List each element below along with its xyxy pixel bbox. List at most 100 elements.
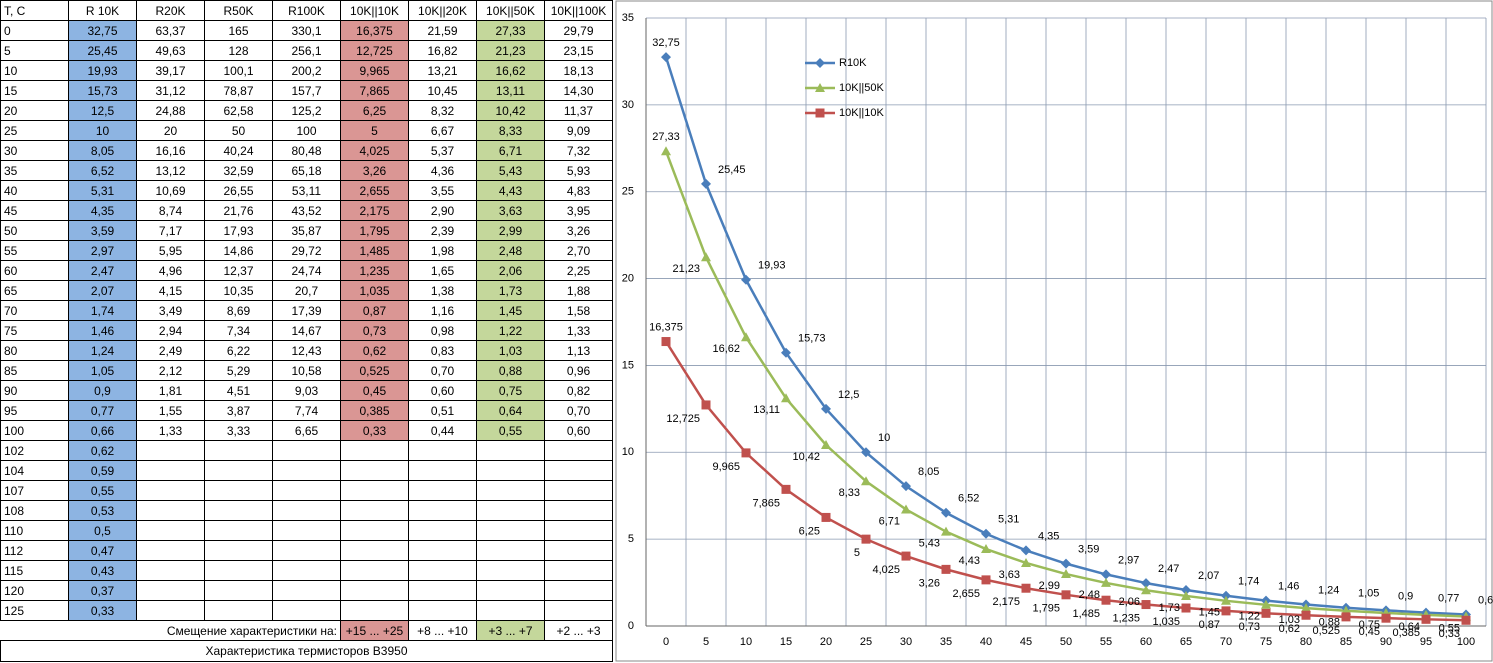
cell: 0,70 xyxy=(408,360,477,381)
data-label: 1,485 xyxy=(1072,608,1100,620)
cell: 100 xyxy=(0,420,69,441)
cell: 32,75 xyxy=(68,20,137,41)
cell: 3,87 xyxy=(204,400,273,421)
legend-marker xyxy=(815,58,825,68)
cell: 1,81 xyxy=(136,380,205,401)
data-label: 4,35 xyxy=(1038,530,1059,542)
cell: 110 xyxy=(0,520,69,541)
table-row: 65 2,07 4,15 10,35 20,7 1,035 1,38 1,73 1,88 xyxy=(0,280,613,301)
cell: 1,38 xyxy=(408,280,477,301)
chart-frame xyxy=(615,0,1493,662)
cell: 1,55 xyxy=(136,400,205,421)
cell: 12,725 xyxy=(340,40,409,61)
data-label: 12,725 xyxy=(666,413,700,425)
marker xyxy=(1181,603,1191,613)
header-cell: R100K xyxy=(272,0,341,21)
marker xyxy=(1421,614,1431,624)
cell: 70 xyxy=(0,300,69,321)
marker xyxy=(1141,578,1151,589)
cell: 6,67 xyxy=(408,120,477,141)
marker xyxy=(1181,590,1191,600)
cell: 100 xyxy=(272,120,341,141)
marker xyxy=(1381,613,1391,623)
x-tick-label: 15 xyxy=(780,636,792,648)
cell: 23,15 xyxy=(544,40,613,61)
cell: 0,77 xyxy=(68,400,137,421)
y-tick-label: 35 xyxy=(622,12,634,24)
cell: 2,25 xyxy=(544,260,613,281)
cell: 16,82 xyxy=(408,40,477,61)
table-row: 5 25,45 49,63 128 256,1 12,725 16,82 21,23 23,15 xyxy=(0,40,613,61)
header-cell: 10K||10K xyxy=(340,0,409,21)
cell: 45 xyxy=(0,200,69,221)
cell: 55 xyxy=(0,240,69,261)
x-tick-label: 90 xyxy=(1380,636,1392,648)
empty-cell xyxy=(272,480,341,501)
marker xyxy=(1461,615,1471,625)
x-tick-label: 25 xyxy=(860,636,872,648)
cell: 3,49 xyxy=(136,300,205,321)
data-label: 2,06 xyxy=(1119,596,1140,608)
y-tick-label: 5 xyxy=(628,533,634,545)
data-label: 2,47 xyxy=(1158,563,1179,575)
cell: 5 xyxy=(340,120,409,141)
empty-cell xyxy=(136,440,205,461)
table-row: 110 0,5 xyxy=(0,520,613,541)
empty-cell xyxy=(340,480,409,501)
data-label: 0,88 xyxy=(1319,617,1340,629)
empty-cell xyxy=(476,500,545,521)
cell: 10 xyxy=(68,120,137,141)
cell: 27,33 xyxy=(476,20,545,41)
empty-cell xyxy=(408,460,477,481)
data-label: 5,43 xyxy=(919,538,940,550)
cell: 2,94 xyxy=(136,320,205,341)
empty-cell xyxy=(340,500,409,521)
header-cell: R 10K xyxy=(68,0,137,21)
cell: 0,75 xyxy=(476,380,545,401)
legend-marker xyxy=(815,108,825,118)
empty-cell xyxy=(272,580,341,601)
cell: 4,025 xyxy=(340,140,409,161)
data-label: 6,25 xyxy=(799,525,820,537)
cell: 0,66 xyxy=(68,420,137,441)
empty-cell xyxy=(476,460,545,481)
cell: 13,21 xyxy=(408,60,477,81)
cell: 10,69 xyxy=(136,180,205,201)
cell: 20,7 xyxy=(272,280,341,301)
table-row: 104 0,59 xyxy=(0,460,613,481)
data-label: 2,97 xyxy=(1118,554,1139,566)
data-label: 8,05 xyxy=(918,466,939,478)
cell: 3,55 xyxy=(408,180,477,201)
table-row: 115 0,43 xyxy=(0,560,613,581)
data-label: 2,655 xyxy=(952,588,980,600)
x-tick-label: 35 xyxy=(940,636,952,648)
y-tick-label: 20 xyxy=(622,272,634,284)
cell: 32,59 xyxy=(204,160,273,181)
empty-cell xyxy=(544,580,613,601)
marker xyxy=(941,507,951,518)
marker xyxy=(1301,610,1311,620)
cell: 29,72 xyxy=(272,240,341,261)
cell: 0,44 xyxy=(408,420,477,441)
data-label: 13,11 xyxy=(753,404,780,416)
empty-cell xyxy=(544,600,613,621)
data-label: 32,75 xyxy=(652,37,680,49)
cell: 1,73 xyxy=(476,280,545,301)
cell: 1,795 xyxy=(340,220,409,241)
table-caption: Характеристика термисторов B3950 xyxy=(0,640,613,662)
cell: 2,47 xyxy=(68,260,137,281)
cell: 65 xyxy=(0,280,69,301)
cell: 1,33 xyxy=(136,420,205,441)
cell: 0,64 xyxy=(476,400,545,421)
cell: 1,235 xyxy=(340,260,409,281)
x-tick-label: 95 xyxy=(1420,636,1432,648)
data-label: 1,235 xyxy=(1112,612,1140,624)
cell: 18,13 xyxy=(544,60,613,81)
cell: 21,76 xyxy=(204,200,273,221)
data-label: 0,64 xyxy=(1399,621,1420,633)
cell: 10,35 xyxy=(204,280,273,301)
header-cell: T, C xyxy=(0,0,69,21)
empty-cell xyxy=(204,460,273,481)
table-row: 100 0,66 1,33 3,33 6,65 0,33 0,44 0,55 0,60 xyxy=(0,420,613,441)
marker xyxy=(1021,557,1031,567)
